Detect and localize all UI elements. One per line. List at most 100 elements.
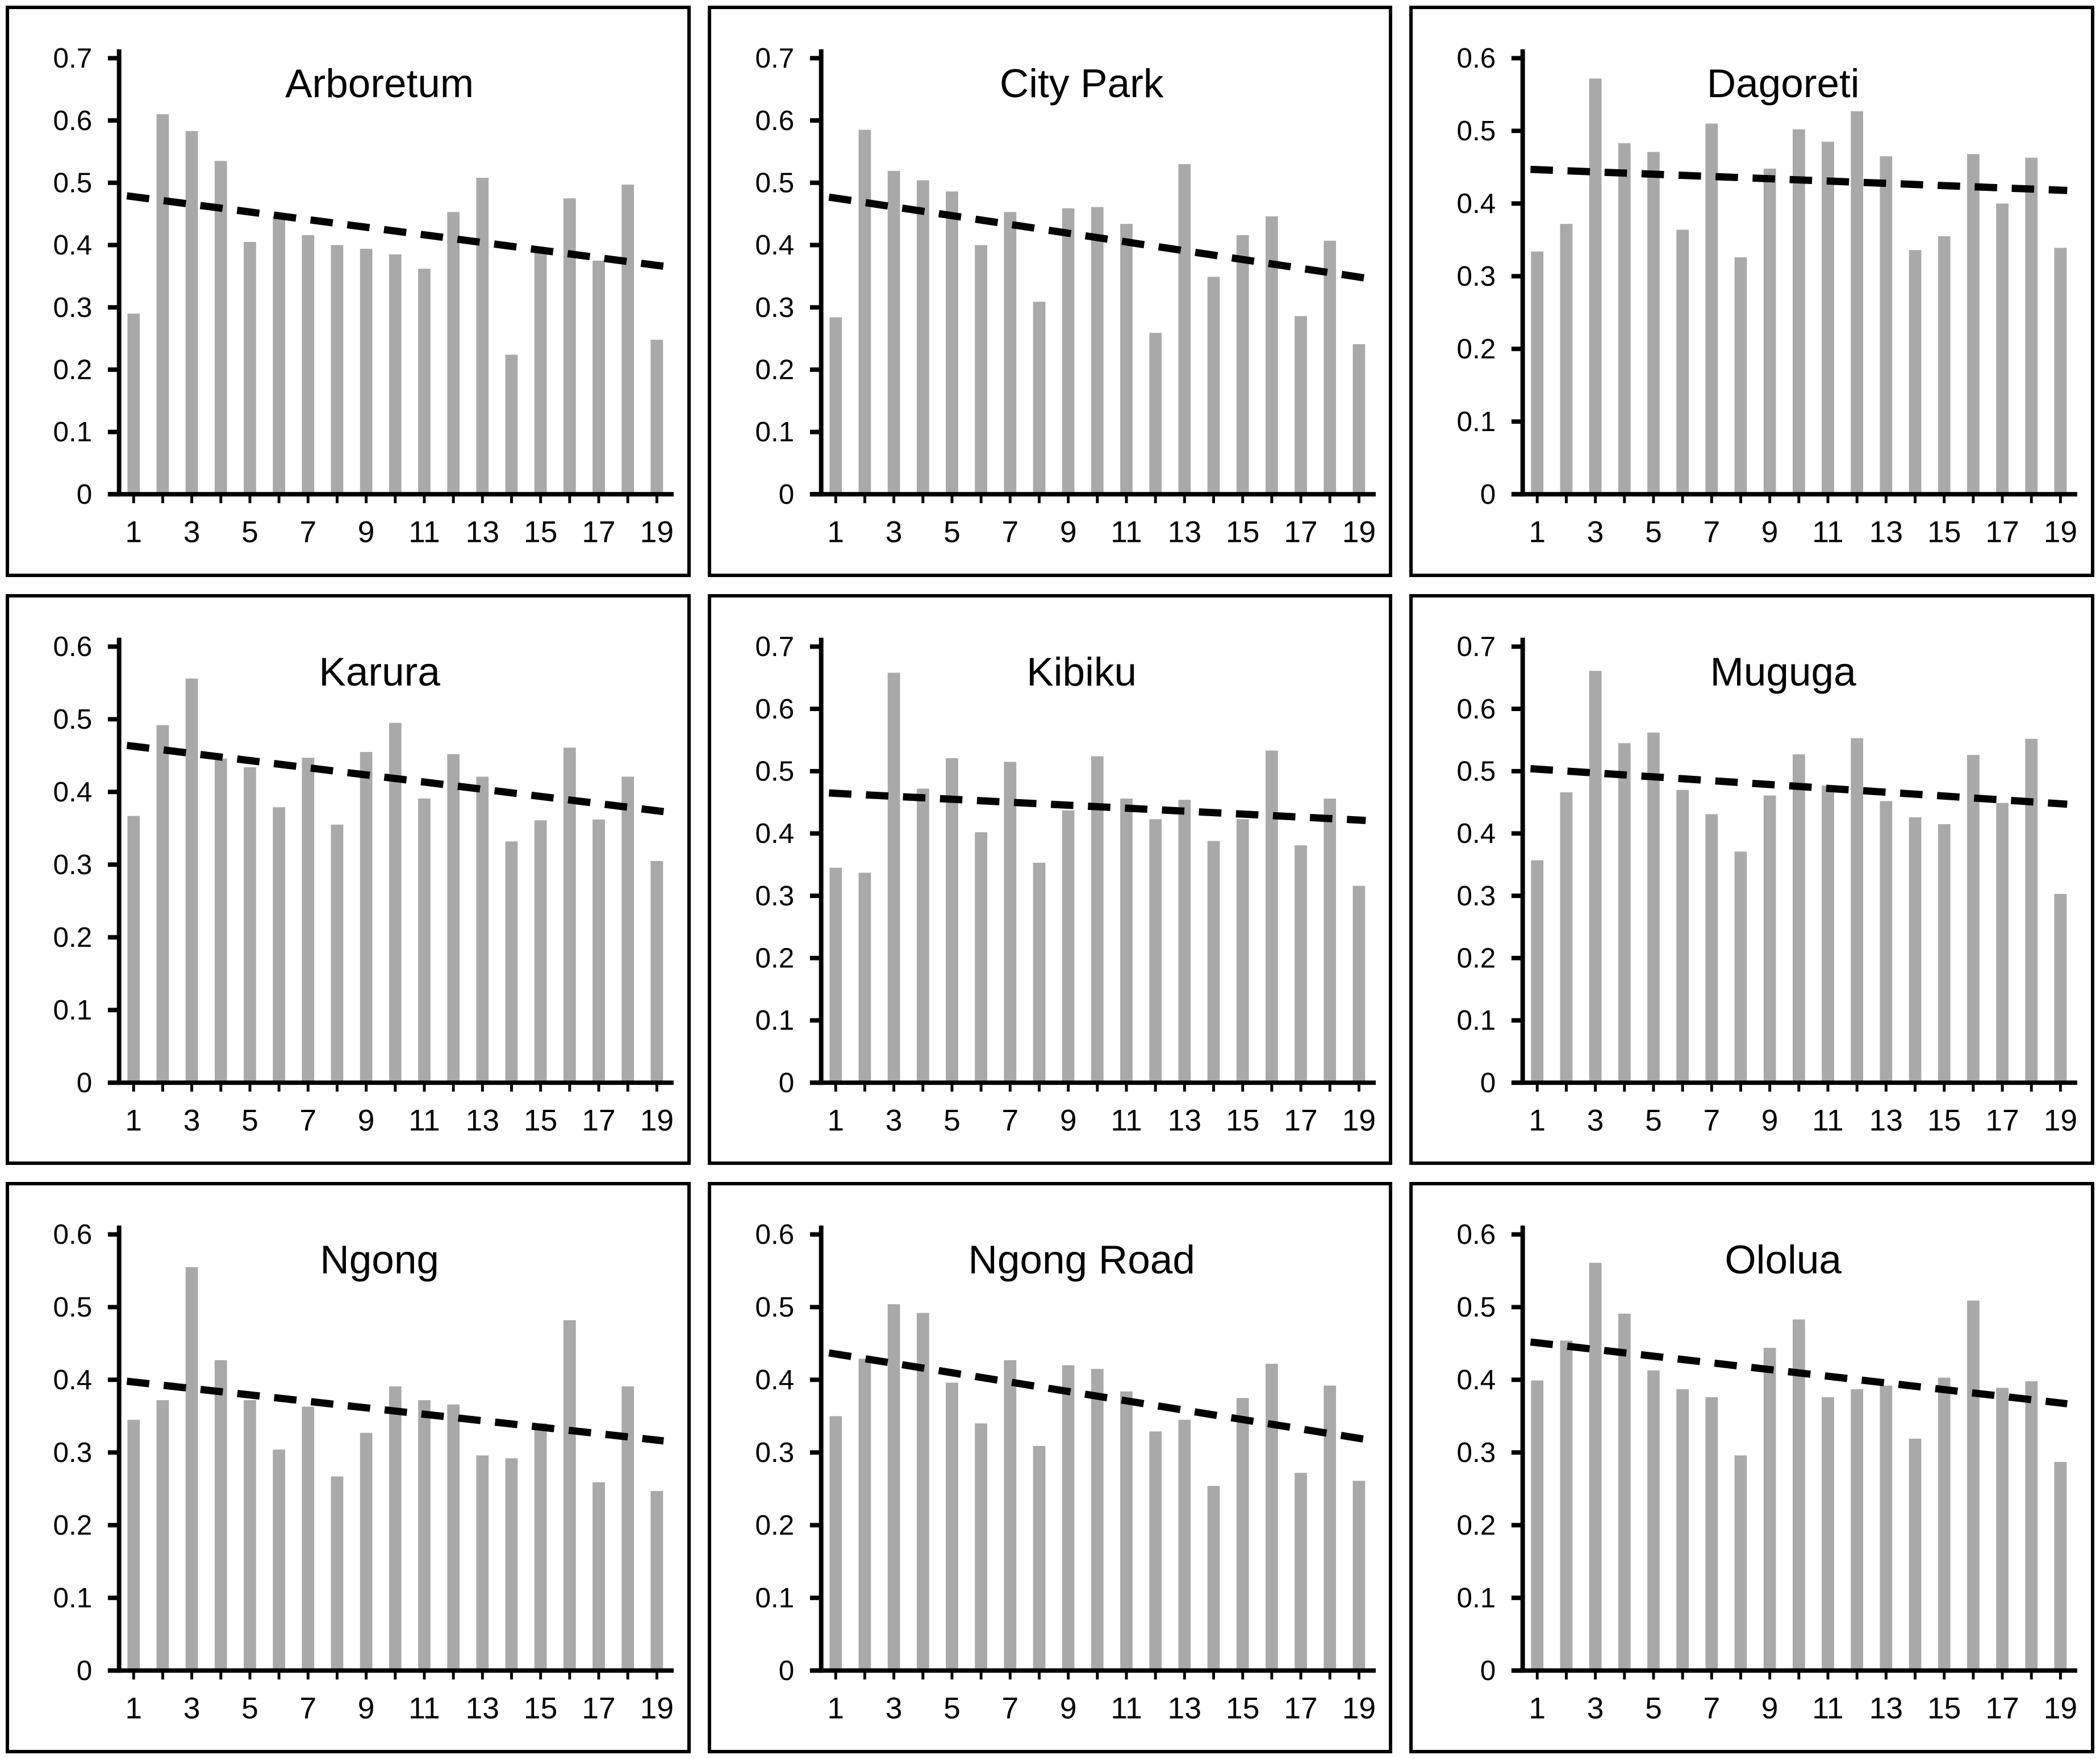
bar bbox=[621, 776, 634, 1083]
y-tick-label: 0.5 bbox=[1457, 115, 1496, 147]
bar bbox=[1560, 224, 1573, 495]
chart-panel-arboretum: 0 0.1 0.2 0.3 0.4 0.5 0.6 0.7 1 3 5 7 9 11 13 15 17 19 Arb… bbox=[6, 6, 691, 577]
bar bbox=[1120, 1392, 1133, 1671]
x-tick-label: 3 bbox=[1587, 1104, 1604, 1137]
x-tick-label: 17 bbox=[1284, 1104, 1317, 1137]
x-tick-label: 15 bbox=[1226, 516, 1259, 549]
bar bbox=[127, 314, 140, 495]
bar bbox=[1004, 761, 1016, 1083]
x-tick-label: 11 bbox=[408, 1692, 440, 1725]
bar bbox=[156, 114, 169, 495]
y-tick-label: 0.7 bbox=[53, 43, 93, 74]
y-tick-label: 0.1 bbox=[755, 1005, 794, 1036]
y-tick-label: 0.5 bbox=[1457, 1292, 1496, 1323]
bar bbox=[418, 269, 431, 495]
x-tick-label: 13 bbox=[466, 1104, 499, 1137]
bar bbox=[1207, 841, 1220, 1083]
bar bbox=[1091, 1369, 1104, 1671]
bar bbox=[302, 1407, 315, 1671]
y-tick-label: 0.4 bbox=[1457, 188, 1496, 219]
bar bbox=[1531, 860, 1544, 1083]
bar bbox=[1764, 168, 1776, 495]
y-tick-label: 0.1 bbox=[1457, 1582, 1496, 1614]
bar bbox=[1851, 1389, 1864, 1671]
bar bbox=[302, 235, 315, 495]
bar bbox=[302, 757, 315, 1083]
bar bbox=[2025, 157, 2038, 495]
bar bbox=[621, 185, 634, 495]
bar bbox=[214, 161, 227, 495]
bar bbox=[1004, 1360, 1016, 1671]
bar bbox=[1531, 1380, 1544, 1671]
chart-title: Karura bbox=[319, 650, 440, 695]
bar bbox=[563, 198, 576, 495]
x-tick-label: 17 bbox=[1986, 1104, 2019, 1137]
bar bbox=[829, 1416, 842, 1671]
bar bbox=[1236, 1398, 1249, 1671]
bar bbox=[1560, 1340, 1573, 1671]
x-tick-label: 17 bbox=[1284, 1692, 1317, 1725]
bar bbox=[331, 824, 344, 1083]
y-tick-label: 0.6 bbox=[1457, 1219, 1496, 1251]
y-tick-label: 0.7 bbox=[755, 43, 794, 74]
x-tick-label: 11 bbox=[408, 1104, 440, 1137]
bar bbox=[1676, 789, 1689, 1083]
bar bbox=[1352, 344, 1365, 495]
bar bbox=[1676, 229, 1689, 495]
bar bbox=[945, 758, 958, 1083]
chart-title: Ngong Road bbox=[968, 1238, 1195, 1283]
x-tick-label: 19 bbox=[2044, 516, 2077, 549]
y-tick-label: 0.5 bbox=[53, 1292, 93, 1323]
x-tick-label: 13 bbox=[1167, 516, 1201, 549]
bar bbox=[563, 747, 576, 1083]
chart-panel-ololua: 0 0.1 0.2 0.3 0.4 0.5 0.6 1 3 5 7 9 11 13 15 17 19 Ololua bbox=[1409, 1182, 2094, 1753]
bar bbox=[418, 798, 431, 1083]
bar bbox=[1560, 792, 1573, 1083]
chart-panel-city-park: 0 0.1 0.2 0.3 0.4 0.5 0.6 0.7 1 3 5 7 9 11 13 15 17 19 Cit… bbox=[707, 6, 1393, 577]
x-tick-label: 3 bbox=[1587, 1692, 1604, 1725]
trendline bbox=[126, 192, 665, 270]
bar bbox=[1967, 154, 1980, 495]
bar bbox=[1909, 250, 1922, 495]
x-tick-label: 9 bbox=[1059, 516, 1076, 549]
x-tick-label: 1 bbox=[125, 1692, 142, 1725]
bar bbox=[505, 1458, 518, 1671]
bar bbox=[185, 1267, 198, 1671]
bar bbox=[1705, 814, 1718, 1083]
x-tick-label: 9 bbox=[358, 1692, 375, 1725]
chart-panel-ngong: 0 0.1 0.2 0.3 0.4 0.5 0.6 1 3 5 7 9 11 13 15 17 19 Ngong bbox=[6, 1182, 691, 1753]
x-tick-label: 7 bbox=[299, 1692, 316, 1725]
bar bbox=[1178, 799, 1191, 1083]
bar bbox=[1996, 203, 2009, 495]
x-tick-label: 9 bbox=[1059, 1104, 1076, 1137]
x-tick-label: 7 bbox=[1704, 1692, 1721, 1725]
y-tick-label: 0.4 bbox=[53, 1365, 93, 1396]
bar bbox=[389, 722, 402, 1083]
x-tick-label: 5 bbox=[943, 516, 961, 549]
bar bbox=[244, 1400, 256, 1671]
x-tick-label: 5 bbox=[1645, 1104, 1662, 1137]
chart-svg: 00.10.20.30.40.50.61 3 5 7 9 11 13 15 17 19Ngong … bbox=[755, 1219, 1376, 1725]
bar bbox=[592, 260, 605, 495]
x-tick-label: 17 bbox=[582, 1692, 615, 1725]
y-tick-label: 0.2 bbox=[53, 354, 93, 386]
x-tick-label: 13 bbox=[1869, 1692, 1903, 1725]
x-tick-label: 5 bbox=[943, 1104, 961, 1137]
x-tick-label: 5 bbox=[1645, 516, 1662, 549]
bar bbox=[1793, 1319, 1806, 1671]
x-tick-label: 19 bbox=[1342, 1104, 1375, 1137]
bar bbox=[1178, 1420, 1191, 1671]
bar bbox=[156, 1400, 169, 1671]
bar bbox=[244, 767, 256, 1083]
y-tick-label: 0.5 bbox=[1457, 755, 1496, 787]
y-tick-label: 0 bbox=[1480, 1655, 1496, 1686]
bar bbox=[360, 249, 373, 495]
y-tick-label: 0.6 bbox=[53, 105, 93, 136]
chart-panel-karura: 0 0.1 0.2 0.3 0.4 0.5 0.6 1 3 5 7 9 11 13 15 17 19 Karura bbox=[6, 594, 691, 1165]
x-tick-label: 13 bbox=[1869, 1104, 1903, 1137]
bar bbox=[1265, 1364, 1278, 1671]
bar bbox=[829, 317, 842, 495]
